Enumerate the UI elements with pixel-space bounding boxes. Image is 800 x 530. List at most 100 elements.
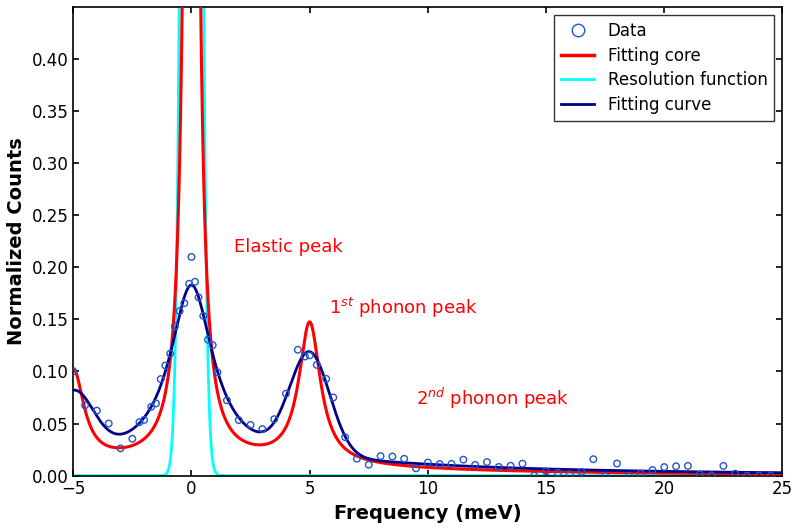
Data: [362, 461, 375, 469]
Fitting core: [632, 470, 642, 476]
Resolution function: [442, 472, 452, 479]
Data: [575, 467, 588, 476]
Data: [145, 403, 158, 411]
Data: [682, 462, 694, 470]
Data: [256, 425, 269, 434]
Data: [102, 419, 115, 428]
Resolution function: [778, 472, 787, 479]
Data: [764, 471, 777, 480]
Data: [753, 471, 766, 480]
Data: [164, 349, 177, 358]
Data: [244, 421, 257, 429]
Resolution function: [632, 472, 642, 479]
Data: [445, 460, 458, 468]
Data: [154, 375, 167, 383]
Data: [551, 469, 564, 477]
Data: [350, 454, 363, 463]
Data: [457, 455, 470, 464]
Data: [516, 460, 529, 468]
Data: [202, 335, 214, 344]
Data: [410, 464, 422, 473]
Resolution function: [326, 472, 335, 479]
Data: [114, 444, 127, 453]
Data: [280, 390, 293, 398]
Fitting core: [778, 471, 787, 477]
Data: [192, 293, 205, 302]
Data: [434, 460, 446, 468]
Data: [563, 470, 576, 479]
Data: [291, 346, 304, 354]
Data: [469, 461, 482, 469]
Data: [182, 279, 195, 288]
Fitting curve: [186, 282, 196, 288]
Data: [174, 307, 186, 315]
Data: [310, 361, 323, 369]
Fitting curve: [632, 468, 642, 474]
Data: [197, 312, 210, 320]
Resolution function: [488, 472, 498, 479]
Fitting curve: [326, 393, 335, 399]
Data: [705, 471, 718, 480]
Data: [587, 455, 600, 463]
Line: Fitting curve: Fitting curve: [74, 285, 782, 473]
Data: [492, 463, 505, 471]
Data: [211, 368, 224, 376]
Text: Elastic peak: Elastic peak: [234, 238, 342, 255]
Fitting curve: [104, 427, 114, 434]
Data: [232, 416, 245, 425]
Data: [320, 375, 333, 383]
Line: Resolution function: Resolution function: [74, 0, 782, 475]
Resolution function: [594, 472, 604, 479]
Data: [422, 458, 434, 467]
Data: [90, 407, 103, 415]
Data: [150, 399, 162, 408]
Data: [298, 352, 311, 361]
Y-axis label: Normalized Counts: Normalized Counts: [7, 137, 26, 345]
Data: [634, 469, 647, 478]
Fitting curve: [778, 470, 787, 476]
Data: [303, 351, 316, 360]
Data: [610, 460, 623, 468]
Fitting curve: [594, 467, 604, 473]
Data: [221, 396, 234, 404]
Data: [327, 393, 340, 402]
Data: [694, 470, 706, 479]
Fitting curve: [488, 464, 498, 471]
Data: [481, 458, 494, 466]
Data: [528, 471, 541, 480]
Fitting core: [519, 468, 529, 474]
Fitting core: [104, 443, 114, 449]
Resolution function: [104, 472, 114, 479]
Text: 1$^{st}$ phonon peak: 1$^{st}$ phonon peak: [329, 296, 478, 320]
Fitting core: [488, 467, 498, 473]
Data: [189, 278, 202, 286]
Data: [67, 367, 80, 376]
Data: [741, 471, 754, 480]
Fitting core: [69, 365, 78, 372]
Data: [658, 463, 670, 471]
Resolution function: [519, 472, 529, 479]
Resolution function: [69, 472, 78, 479]
Fitting curve: [69, 387, 78, 393]
Data: [386, 452, 399, 461]
Data: [540, 467, 553, 475]
Data: [268, 415, 281, 423]
Legend: Data, Fitting core, Resolution function, Fitting curve: Data, Fitting core, Resolution function,…: [554, 15, 774, 121]
Data: [206, 341, 219, 349]
Fitting core: [326, 420, 335, 427]
Data: [185, 253, 198, 261]
Data: [717, 462, 730, 470]
Fitting core: [594, 469, 604, 475]
Line: Fitting core: Fitting core: [74, 0, 782, 474]
Data: [729, 470, 742, 478]
Data: [598, 471, 611, 480]
Data: [169, 322, 182, 331]
Text: 2$^{nd}$ phonon peak: 2$^{nd}$ phonon peak: [416, 386, 569, 411]
Data: [374, 452, 387, 461]
Data: [133, 418, 146, 427]
Fitting curve: [519, 465, 529, 472]
X-axis label: Frequency (meV): Frequency (meV): [334, 504, 522, 523]
Data: [138, 416, 150, 424]
Data: [78, 401, 91, 410]
Data: [504, 462, 517, 470]
